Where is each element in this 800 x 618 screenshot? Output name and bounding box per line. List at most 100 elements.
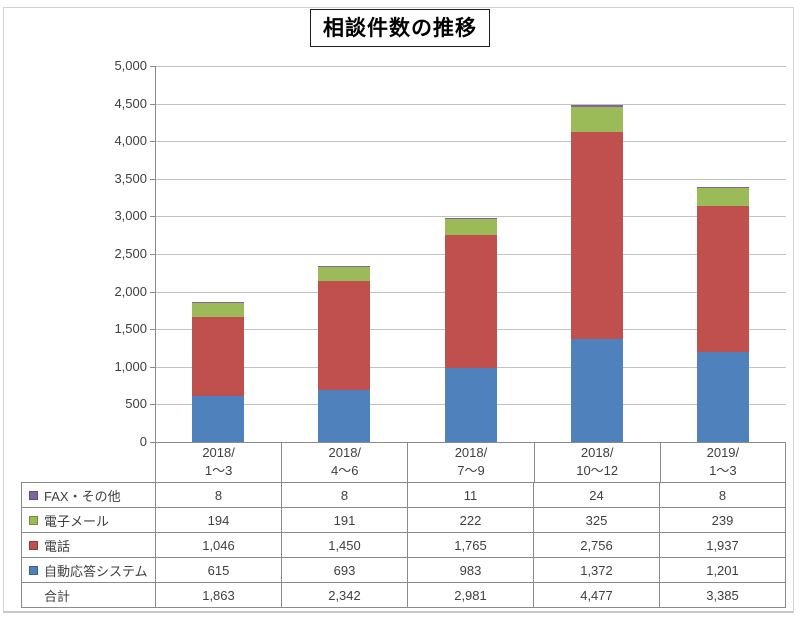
value-cell: 3,385 — [659, 583, 785, 607]
y-tick-label: 4,000 — [114, 133, 147, 149]
y-tick-label: 2,500 — [114, 246, 147, 261]
legend-swatch — [29, 515, 38, 525]
category-label-line: 1～3 — [204, 463, 233, 478]
legend-label: 電子メール — [44, 513, 110, 529]
value-cell: 11 — [407, 483, 533, 507]
chart-title: 相談件数の推移 — [310, 9, 490, 47]
legend-label: FAX・その他 — [44, 488, 121, 504]
value-cell: 194 — [155, 508, 281, 532]
y-axis-tick — [150, 366, 155, 368]
y-axis-tick — [150, 254, 155, 255]
y-tick-label: 4,500 — [114, 95, 147, 111]
y-axis-tick — [150, 178, 155, 180]
gridline — [155, 103, 786, 105]
legend-label: 電話 — [44, 538, 71, 554]
y-axis-tick — [150, 141, 155, 143]
value-cell: 2,981 — [407, 583, 533, 607]
legend-cell: 電子メール — [22, 508, 155, 532]
value-cell: 24 — [533, 483, 659, 507]
legend-cell: FAX・その他 — [22, 483, 155, 507]
legend-cell: 電話 — [22, 533, 155, 557]
category-label-line: 7～9 — [457, 463, 485, 478]
y-axis-tick — [150, 66, 155, 67]
category-label: 2018/4～6 — [281, 442, 407, 482]
value-cell: 8 — [281, 483, 407, 507]
value-cell: 1,201 — [659, 558, 785, 582]
legend-cell: 自動応答システム — [22, 558, 155, 582]
category-label-line: 2018/ — [580, 445, 614, 460]
bar-segment-電話 — [570, 131, 623, 339]
value-cell: 8 — [155, 483, 281, 507]
category-label-line: 2019/ — [706, 445, 740, 460]
bar-segment-FAX・その他 — [192, 301, 245, 303]
bar-segment-電子メール — [696, 188, 749, 207]
bar-segment-自動応答システム — [696, 351, 749, 442]
value-cell: 1,450 — [281, 533, 407, 557]
x-axis-line — [155, 442, 786, 443]
bar-segment-電話 — [444, 235, 497, 369]
bar-segment-自動応答システム — [192, 395, 245, 442]
y-tick-label: 1,000 — [114, 358, 147, 374]
y-axis-tick — [150, 442, 155, 443]
value-cell: 191 — [281, 508, 407, 532]
y-axis-tick — [150, 216, 155, 218]
category-label-line: 10～12 — [576, 463, 619, 478]
y-tick-label: 3,000 — [114, 208, 147, 224]
value-cell: 693 — [281, 558, 407, 582]
data-table: FAX・その他 8 8 11 24 8 電子メール 194 191 222 325 239 電話 1,04… — [21, 482, 786, 608]
value-cell: 2,756 — [533, 533, 659, 557]
y-tick-label: 2,000 — [114, 283, 147, 299]
bar-segment-電子メール — [192, 302, 245, 318]
value-cell: 615 — [155, 558, 281, 582]
value-cell: 239 — [659, 508, 785, 532]
y-tick-label: 3,500 — [114, 170, 147, 186]
bar-segment-FAX・その他 — [570, 105, 623, 108]
bar-segment-電子メール — [318, 266, 371, 281]
y-tick-label: 500 — [125, 396, 147, 412]
category-label: 2018/10～12 — [533, 442, 660, 482]
category-label-line: 2018/ — [202, 445, 235, 460]
y-axis-tick — [150, 329, 155, 331]
bar-segment-FAX・その他 — [318, 265, 371, 267]
category-label-line: 2018/ — [454, 445, 488, 460]
table-row: 自動応答システム 615 693 983 1,372 1,201 — [22, 557, 785, 582]
y-axis-tick — [150, 404, 155, 406]
legend-swatch — [29, 565, 38, 575]
category-label: 2018/1～3 — [155, 442, 281, 482]
category-label-line: 4～6 — [331, 463, 359, 478]
table-row: 電子メール 194 191 222 325 239 — [22, 507, 785, 532]
bar-segment-FAX・その他 — [444, 217, 497, 219]
value-cell: 1,046 — [155, 533, 281, 557]
y-axis-tick — [150, 291, 155, 293]
bar-segment-電子メール — [570, 107, 623, 132]
bar-segment-電子メール — [444, 218, 497, 236]
legend-label: 自動応答システム — [44, 563, 148, 579]
value-cell: 2,342 — [281, 583, 407, 607]
table-row: 電話 1,046 1,450 1,765 2,756 1,937 — [22, 532, 785, 557]
value-cell: 1,863 — [155, 583, 281, 607]
gridline — [155, 216, 786, 218]
bar-segment-自動応答システム — [318, 389, 371, 442]
value-cell: 222 — [407, 508, 533, 532]
chart-frame-border — [3, 7, 794, 613]
gridline — [155, 141, 786, 143]
category-label: 2019/1～3 — [659, 442, 786, 482]
legend-cell: 合計 — [22, 583, 155, 607]
y-tick-label: 5,000 — [114, 58, 147, 73]
value-cell: 4,477 — [533, 583, 659, 607]
bar-segment-自動応答システム — [444, 368, 497, 442]
y-tick-label: 1,500 — [114, 321, 147, 337]
legend-swatch — [29, 540, 38, 550]
category-label: 2018/7～9 — [407, 442, 533, 482]
value-cell: 983 — [407, 558, 533, 582]
bar-segment-電話 — [696, 206, 749, 352]
legend-swatch — [29, 490, 38, 500]
legend-label: 合計 — [44, 588, 71, 604]
category-label-line: 1～3 — [709, 463, 737, 478]
gridline — [155, 66, 786, 67]
y-axis-tick — [150, 103, 155, 105]
value-cell: 1,372 — [533, 558, 659, 582]
bar-segment-電話 — [318, 280, 371, 390]
table-row: FAX・その他 8 8 11 24 8 — [22, 483, 785, 507]
